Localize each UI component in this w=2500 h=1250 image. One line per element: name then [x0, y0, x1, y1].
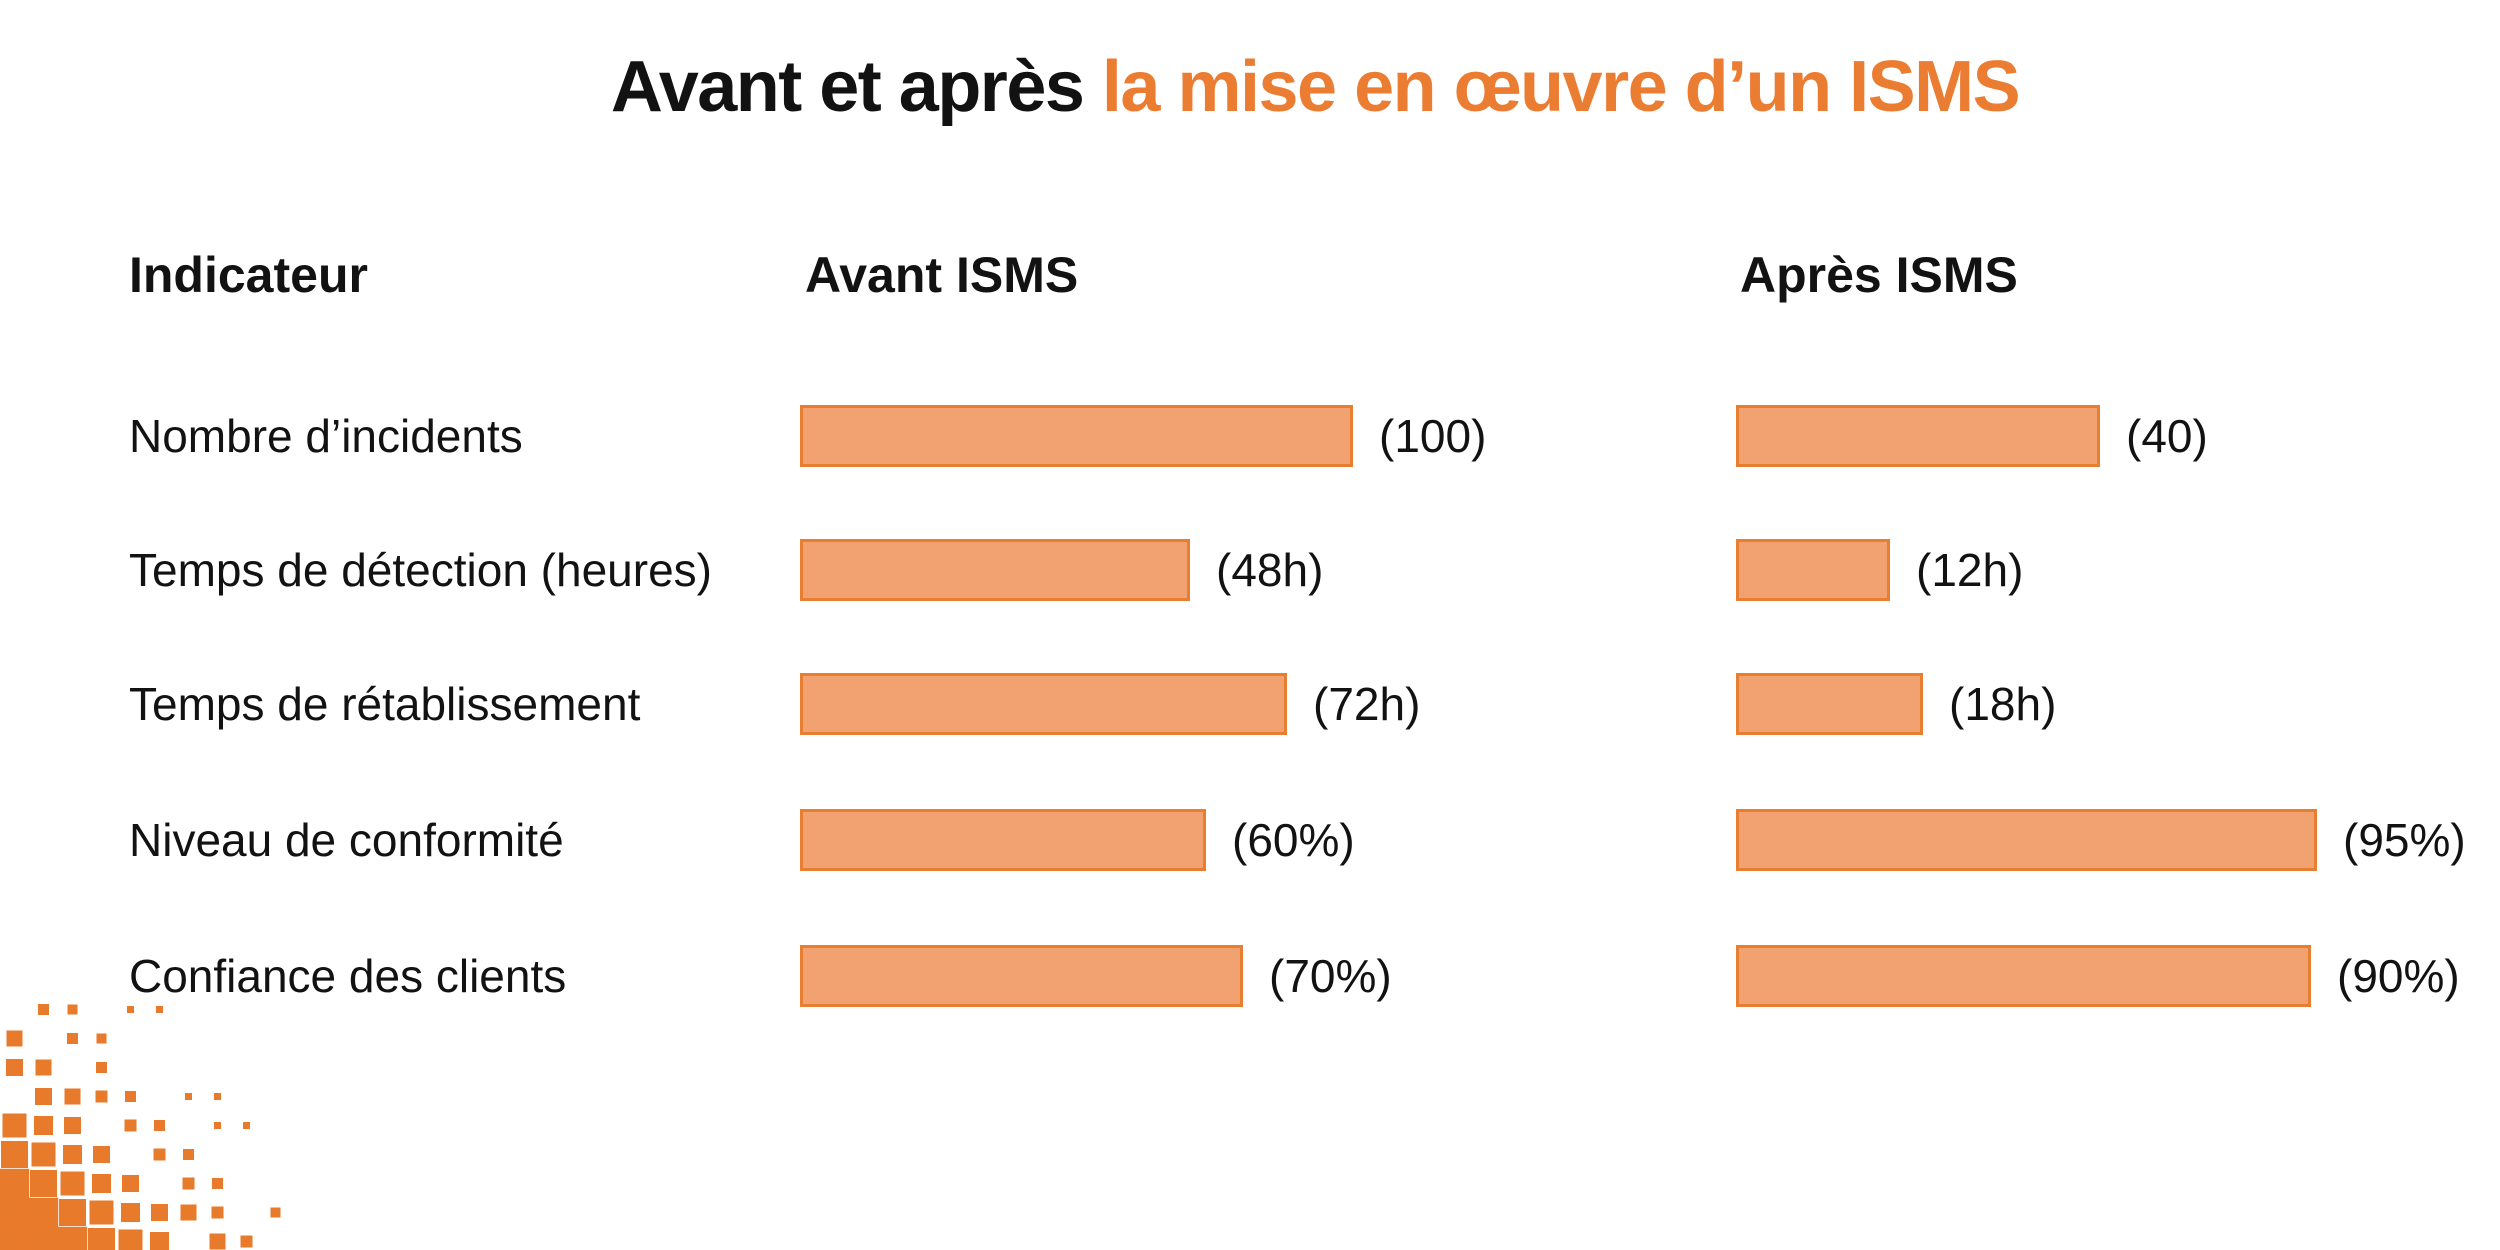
- bar-avant-confiance-clients: [800, 945, 1243, 1007]
- row-label-niveau-conformite: Niveau de conformité: [129, 814, 564, 866]
- bar-value-avant-temps-detection: (48h): [1216, 544, 1324, 596]
- bar-value-apres-niveau-conformite: (95%): [2343, 814, 2466, 866]
- bar-value-apres-nombre-incidents: (40): [2126, 410, 2208, 462]
- row-label-confiance-clients: Confiance des clients: [129, 950, 567, 1002]
- bar-value-avant-nombre-incidents: (100): [1379, 410, 1487, 462]
- pixel-mosaic-decoration: [0, 990, 310, 1250]
- page-title-black: Avant et après: [610, 47, 1102, 127]
- page-title: Avant et après la mise en œuvre d’un ISM…: [0, 46, 2500, 128]
- bar-apres-nombre-incidents: [1736, 405, 2100, 467]
- bar-value-avant-confiance-clients: (70%): [1269, 950, 1392, 1002]
- bar-apres-confiance-clients: [1736, 945, 2311, 1007]
- bar-value-avant-niveau-conformite: (60%): [1232, 814, 1355, 866]
- bar-value-apres-confiance-clients: (90%): [2337, 950, 2460, 1002]
- bar-avant-niveau-conformite: [800, 809, 1206, 871]
- bar-apres-temps-retablissement: [1736, 673, 1923, 735]
- page-title-accent: la mise en œuvre d’un ISMS: [1101, 47, 2021, 127]
- bar-value-apres-temps-detection: (12h): [1916, 544, 2024, 596]
- column-header-apres-isms: Après ISMS: [1740, 247, 2018, 303]
- row-label-temps-retablissement: Temps de rétablissement: [129, 678, 641, 730]
- row-label-nombre-incidents: Nombre d’incidents: [129, 410, 523, 462]
- bar-value-apres-temps-retablissement: (18h): [1949, 678, 2057, 730]
- row-label-temps-detection: Temps de détection (heures): [129, 544, 712, 596]
- bar-avant-nombre-incidents: [800, 405, 1353, 467]
- bar-avant-temps-retablissement: [800, 673, 1287, 735]
- column-header-avant-isms: Avant ISMS: [805, 247, 1079, 303]
- column-header-indicator: Indicateur: [129, 247, 368, 303]
- bar-apres-temps-detection: [1736, 539, 1890, 601]
- bar-apres-niveau-conformite: [1736, 809, 2317, 871]
- bar-avant-temps-detection: [800, 539, 1190, 601]
- bar-value-avant-temps-retablissement: (72h): [1313, 678, 1421, 730]
